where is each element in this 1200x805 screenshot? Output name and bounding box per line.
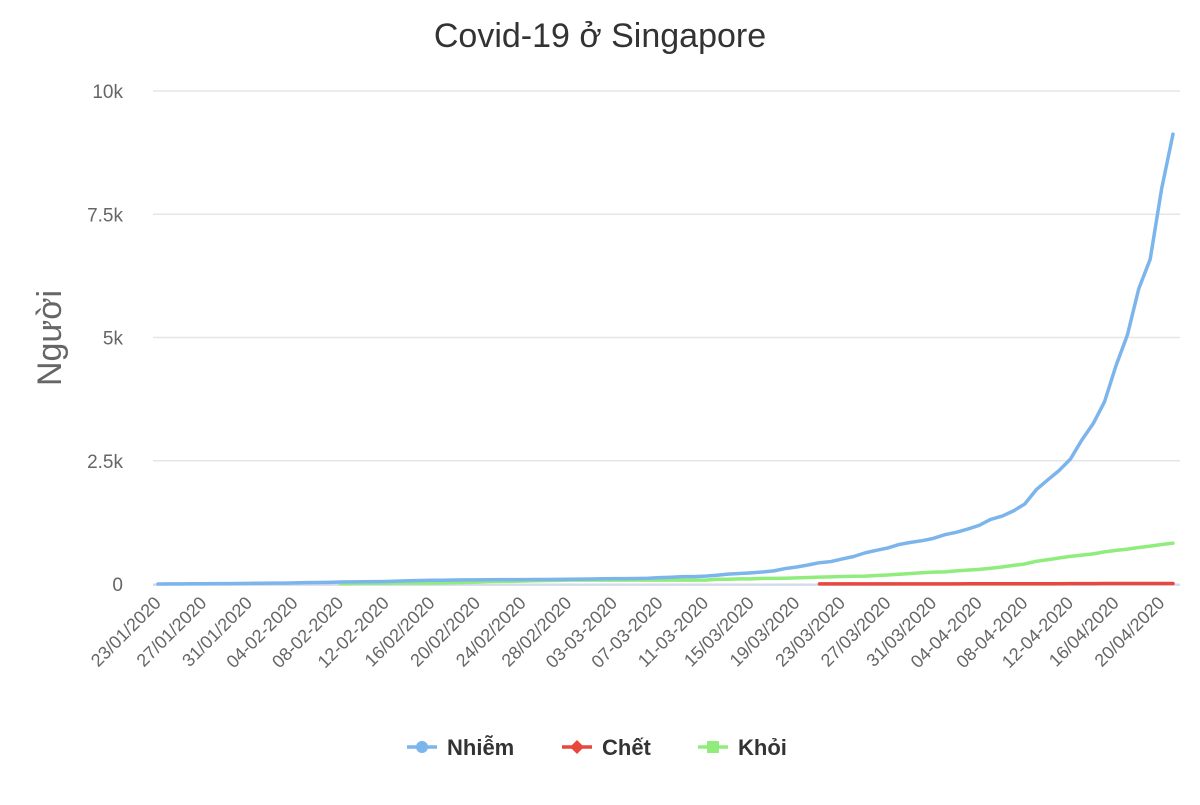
series-line-nhiem[interactable]	[158, 134, 1173, 584]
y-axis-ticks: 0 2.5k 5k 7.5k 10k	[87, 82, 123, 596]
y-tick-label: 7.5k	[87, 205, 123, 226]
y-tick-label: 10k	[92, 82, 123, 103]
circle-marker-icon	[416, 741, 428, 753]
y-axis-label: Người	[31, 290, 69, 386]
y-tick-label: 5k	[103, 329, 124, 350]
chart-title: Covid-19 ở Singapore	[434, 17, 766, 55]
plot-area	[158, 134, 1173, 584]
legend-label: Chết	[602, 735, 652, 760]
series-line-khoi[interactable]	[340, 543, 1173, 583]
gridlines	[153, 91, 1180, 585]
legend-item-khoi[interactable]: Khỏi	[698, 735, 787, 760]
x-axis-ticks: 23/01/202027/01/202031/01/202004-02-2020…	[87, 593, 1168, 672]
legend-label: Nhiễm	[447, 735, 514, 760]
legend-label: Khỏi	[738, 735, 787, 760]
diamond-marker-icon	[570, 740, 584, 754]
legend: Nhiễm Chết Khỏi	[407, 735, 787, 760]
legend-item-nhiem[interactable]: Nhiễm	[407, 735, 514, 760]
square-marker-icon	[707, 741, 719, 753]
y-tick-label: 2.5k	[87, 452, 123, 473]
y-tick-label: 0	[112, 575, 123, 596]
legend-item-chet[interactable]: Chết	[562, 735, 652, 760]
